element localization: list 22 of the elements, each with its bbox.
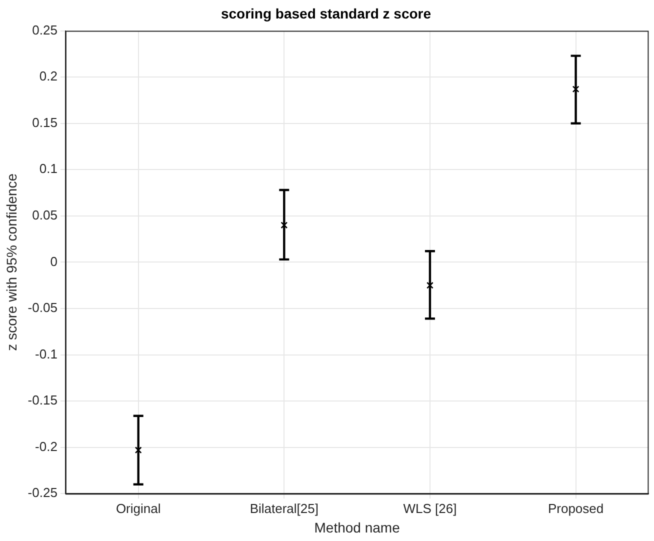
y-axis-title: z score with 95% confidence: [3, 173, 20, 351]
y-tick-label: 0.05: [32, 208, 58, 222]
y-tick-label: 0.1: [39, 161, 58, 176]
y-tick-label: -0.25: [28, 485, 58, 500]
y-tick-label: 0.25: [32, 22, 58, 38]
chart-title: scoring based standard z score: [220, 5, 432, 22]
x-tick-label: Original: [116, 500, 161, 516]
y-tick-label: 0: [50, 254, 58, 269]
x-tick-label: Bilateral[25]: [250, 500, 318, 516]
x-tick-label: Proposed: [548, 500, 604, 516]
point: [134, 446, 142, 454]
point: [426, 282, 434, 289]
y-tick-label: -0.05: [28, 300, 58, 316]
point: [572, 86, 580, 93]
y-tick-label: -0.1: [35, 346, 58, 362]
x-axis-title: Method name: [314, 519, 400, 536]
x-tick-label: WLS [26]: [403, 500, 457, 516]
y-tick-label: -0.15: [28, 392, 58, 408]
y-tick-label: 0.15: [32, 114, 58, 130]
y-tick-label: 0.2: [39, 68, 58, 84]
point: [280, 222, 288, 229]
y-tick-label: -0.2: [35, 438, 58, 454]
